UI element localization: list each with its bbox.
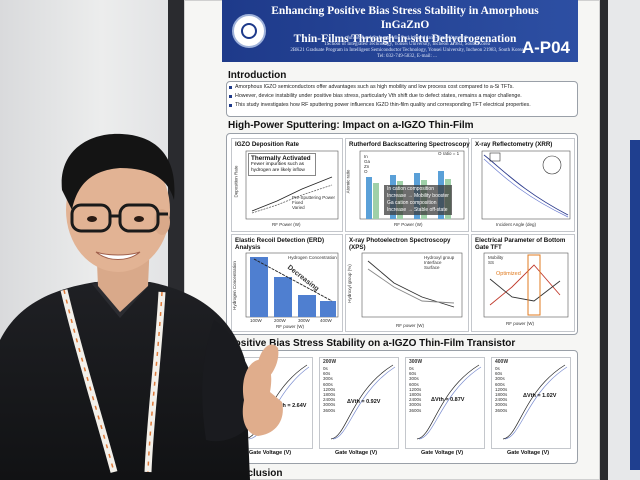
electrical-legend: Mobility SS [488,255,504,265]
thermal-annotation: Thermally Activated Fewer impurities suc… [248,153,316,176]
panel-xrr: X-ray Reflectometry (XRR) Incident Angle… [471,138,575,232]
poster-authors: Junsoo Lee1,2, Jeong-Min Park1,2 and Jan… [290,36,524,59]
panel-erd: Elastic Recoil Detection (ERD) Analysis … [231,234,343,332]
section-high-power-sputtering: High-Power Sputtering: Impact on a-IGZO … [228,120,474,131]
axis-label: Atomic ratio [345,169,351,194]
tick-label: 200W [274,318,286,323]
pbs-shift-label: ΔVth = 2.64V [273,403,307,409]
deposition-legend: Pre-Sputtering Power Fixed Varied [292,195,336,210]
poster-title: Enhancing Positive Bias Stress Stability… [271,5,539,45]
pbs-panel-200w [319,357,399,449]
intro-bullet: Amorphous IGZO semiconductors offer adva… [227,83,577,92]
poster-id: A-P04 [521,38,570,57]
intro-bullet: However, device instability under positi… [227,92,577,101]
tick-label: 400W [320,318,332,323]
xrr-plot [481,150,571,220]
optimized-label: Optimized [496,271,521,277]
rbs-legend: In Ga Zn O [364,154,371,174]
rbs-note: O ratio = 1 [438,151,460,156]
axis-label: RF power (W) [506,321,534,326]
panel-title: Electrical Parameter of Bottom Gate TFT [475,237,566,251]
electrical-plot [483,252,569,318]
section-conclusion: Conclusion [228,468,283,479]
deposition-rate-plot [245,150,339,220]
panel-title: Rutherford Backscattering Spectroscopy (… [349,141,489,148]
pbs-time-legend: 0s 60s 300s 600s 1200s 1800s 2400s 3000s 3600s [495,366,508,413]
pbs-time-legend: 0s 60s 300s 600s 1200s 1800s 2400s 3000s 3600s [323,366,336,413]
axis-label: RF power (W) [276,324,304,329]
section-introduction: Introduction [228,70,287,81]
pbs-xlabel: Gate Voltage (V) [249,450,292,456]
introduction-box: Amorphous IGZO semiconductors offer adva… [226,81,578,117]
pbs-panel-300w [405,357,485,449]
axis-label: Incident Angle (deg) [496,222,537,227]
poster-banner: Enhancing Positive Bias Stress Stability… [222,0,578,62]
panel-deposition-rate: IGZO Deposition Rate Thermally Activated… [231,138,343,232]
pbs-power-label: 300W [409,359,423,365]
axis-label: RF Power (W) [394,222,423,227]
erd-legend: Hydrogen Concentration [288,255,337,260]
erd-plot [245,252,339,318]
rbs-composition-note: In cation composition Increase → Mobility… [384,185,452,215]
sputtering-box: IGZO Deposition Rate Thermally Activated… [226,133,578,335]
tick-label: 300W [298,318,310,323]
pbs-power-label: 400W [495,359,509,365]
axis-label: RF Power (W) [272,222,301,227]
panel-title: X-ray Reflectometry (XRR) [475,141,553,148]
panel-xps: X-ray Photoelectron Spectroscopy (XPS) H… [345,234,469,332]
presenter-person [0,133,283,480]
pbs-power-label: 200W [323,359,337,365]
axis-label: RF power (W) [396,323,424,328]
pbs-shift-label: ΔVth = 1.02V [523,393,557,399]
adjacent-poster-edge [630,140,640,470]
pbs-xlabel: Gate Voltage (V) [421,450,464,456]
pbs-shift-label: ΔVth = 0.92V [347,399,381,405]
pbs-xlabel: Gate Voltage (V) [335,450,378,456]
pbs-transfer-curves [244,364,568,440]
pbs-time-legend: 0s 60s 300s 600s 1200s 1800s 2400s 3000s 3600s [409,366,422,413]
xps-plot [361,252,463,318]
pbs-xlabel: Gate Voltage (V) [507,450,550,456]
tick-label: 100W [250,318,262,323]
intro-bullet: This study investigates how RF sputterin… [227,101,577,110]
xps-legend: Hydroxyl group Interface Surface [424,255,455,270]
panel-rbs: Rutherford Backscattering Spectroscopy (… [345,138,489,232]
panel-title: IGZO Deposition Rate [235,141,299,148]
panel-title: Elastic Recoil Detection (ERD) Analysis [235,237,325,251]
panel-electrical: Electrical Parameter of Bottom Gate TFT … [471,234,575,332]
pbs-shift-label: ΔVth = 0.87V [431,397,465,403]
university-seal-icon [232,14,266,48]
section-pbs: Positive Bias Stress Stability on a-IGZO… [228,338,516,349]
pbs-panel-400w [491,357,571,449]
axis-label: Hydroxyl group (%) [346,264,352,303]
panel-title: X-ray Photoelectron Spectroscopy (XPS) [349,237,451,251]
